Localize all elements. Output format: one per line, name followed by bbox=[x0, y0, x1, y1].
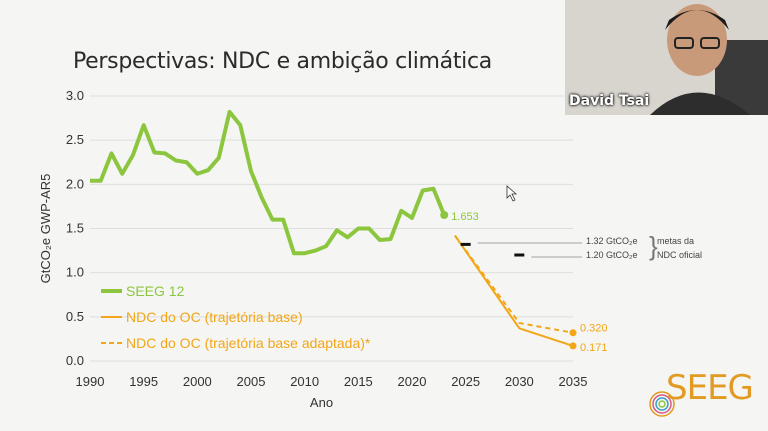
x-tick-label: 2025 bbox=[451, 374, 480, 389]
x-tick-label: 2005 bbox=[237, 374, 266, 389]
presenter-video-icon bbox=[565, 0, 768, 115]
y-axis-label: GtCO₂e GWP-AR5 bbox=[38, 174, 53, 284]
series-end-point bbox=[569, 342, 577, 350]
series-line bbox=[454, 234, 574, 334]
x-tick-label: 2030 bbox=[505, 374, 534, 389]
legend-label: NDC do OC (trajetória base adaptada)* bbox=[126, 335, 371, 351]
series-line bbox=[90, 109, 447, 256]
series-end-label: 0.171 bbox=[580, 342, 608, 354]
y-tick-label: 2.5 bbox=[66, 132, 84, 147]
x-tick-label: 2010 bbox=[290, 374, 319, 389]
mouse-cursor-icon bbox=[506, 185, 518, 202]
series-end-point bbox=[440, 210, 449, 219]
y-tick-label: 0.0 bbox=[66, 353, 84, 368]
seeg-logo: SEEG bbox=[648, 368, 758, 418]
x-tick-label: 1995 bbox=[129, 374, 158, 389]
logo-text: SEEG bbox=[666, 368, 754, 408]
series-end-label: 0.320 bbox=[580, 323, 608, 335]
y-tick-label: 1.0 bbox=[66, 265, 84, 280]
x-tick-label: 1990 bbox=[76, 374, 105, 389]
x-tick-label: 2000 bbox=[183, 374, 212, 389]
presenter-name: David Tsai bbox=[569, 93, 650, 109]
legend-label: SEEG 12 bbox=[126, 283, 185, 299]
y-tick-label: 0.5 bbox=[66, 309, 84, 324]
y-tick-label: 1.5 bbox=[66, 221, 84, 236]
x-tick-label: 2015 bbox=[344, 374, 373, 389]
bracket-label-line1: metas da bbox=[657, 236, 695, 246]
x-axis-label: Ano bbox=[310, 395, 333, 410]
x-tick-label: 2035 bbox=[559, 374, 588, 389]
y-tick-label: 3.0 bbox=[66, 88, 84, 103]
x-tick-label: 2020 bbox=[398, 374, 427, 389]
bracket-label-line2: NDC oficial bbox=[657, 250, 703, 260]
bracket-icon: } bbox=[649, 231, 658, 261]
slide-title: Perspectivas: NDC e ambição climática bbox=[73, 49, 492, 74]
target-label-2025: 1.32 GtCO₂e bbox=[586, 236, 638, 246]
series-end-label: 1.653 bbox=[451, 211, 479, 223]
logo-rings-icon bbox=[649, 391, 675, 417]
series-end-point bbox=[569, 329, 577, 337]
legend-label: NDC do OC (trajetória base) bbox=[126, 309, 303, 325]
y-tick-label: 2.0 bbox=[66, 176, 84, 191]
target-label-2030: 1.20 GtCO₂e bbox=[586, 250, 638, 260]
series-line bbox=[454, 234, 574, 347]
presenter-webcam: David Tsai bbox=[565, 0, 768, 115]
